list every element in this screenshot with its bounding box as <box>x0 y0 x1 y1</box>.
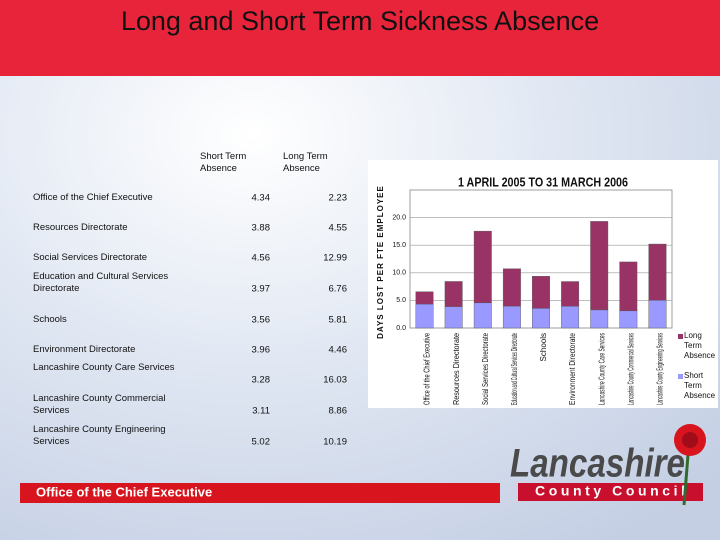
row-label: Lancashire County Care Services <box>33 362 175 373</box>
cell-value: 3.28 <box>252 375 271 386</box>
row-label-box: Schools <box>33 314 67 325</box>
cell-value: 16.03 <box>323 375 347 386</box>
row-label: Lancashire County Commercial Services <box>33 393 166 416</box>
rose <box>674 424 706 506</box>
y-axis-label: DAYS LOST PER FTE EMPLOYEE <box>376 185 385 339</box>
cell-value: 10.19 <box>323 437 347 448</box>
row-label-box: Social Services Directorate <box>33 252 148 263</box>
row-label: Education and Cultural Services Director… <box>33 271 169 294</box>
bar-segment <box>532 308 550 329</box>
cell-value: 3.56 <box>252 315 271 326</box>
cell-value: 4.56 <box>252 253 271 264</box>
cell-value: 3.11 <box>252 406 270 417</box>
cell-value: 3.96 <box>252 345 271 356</box>
row-label-box: Resources Directorate <box>33 222 128 233</box>
bar-segment <box>415 291 434 305</box>
legend-label: Short Term Absence <box>684 371 716 400</box>
row-label: Environment Directorate <box>33 344 136 355</box>
footer-text: Office of the Chief Executive <box>36 484 212 499</box>
row-label-box: Lancashire County Care Services <box>33 362 175 373</box>
column-header: Long Term Absence <box>283 151 328 174</box>
bar-segment <box>444 306 463 329</box>
cell-value: 2.23 <box>329 193 348 204</box>
bar-segment <box>444 281 463 307</box>
row-label-box: Environment Directorate <box>33 344 136 355</box>
cell-value: 12.99 <box>323 253 347 264</box>
row-label: Social Services Directorate <box>33 252 148 263</box>
column-header-box: Long Term Absence <box>283 151 328 174</box>
cell-value: 4.55 <box>329 223 348 234</box>
bar-segment <box>502 305 521 329</box>
cell-value: 5.02 <box>252 437 271 448</box>
y-tick-label: 15.0 <box>392 242 406 249</box>
bar-segment <box>532 276 550 309</box>
row-label: Lancashire County Engineering Services <box>33 424 166 447</box>
bar-segment <box>619 261 638 312</box>
rose-stem <box>682 454 690 506</box>
cell-value: 6.76 <box>329 284 348 295</box>
x-tick-label: Lancashire County Commercial Services <box>626 333 635 405</box>
row-label-box: Education and Cultural Services Director… <box>33 271 169 294</box>
x-tick-label: Social Services Directorate <box>481 333 490 405</box>
chart: 1 APRIL 2005 TO 31 MARCH 2006 DAYS LOST P… <box>376 174 716 405</box>
logo-name: Lancashire <box>510 442 685 486</box>
legend-box: Long Term Absence <box>684 331 716 360</box>
table: Short Term Absence Long Term Absence Offic… <box>33 151 348 448</box>
bar-segment <box>473 302 492 329</box>
glow <box>247 126 261 140</box>
x-tick-label: Lancashire County Care Services <box>597 333 606 405</box>
row-label: Office of the Chief Executive <box>33 192 153 203</box>
legend-swatch <box>678 334 683 339</box>
cell-value: 4.34 <box>252 193 271 204</box>
bar-segment <box>590 309 609 329</box>
y-tick-label: 5.0 <box>396 297 406 304</box>
cell-value: 3.88 <box>252 223 271 234</box>
bar-segment <box>561 305 580 329</box>
slide-title: Long and Short Term Sickness Absence <box>120 6 600 36</box>
chart-title: 1 APRIL 2005 TO 31 MARCH 2006 <box>458 174 628 189</box>
legend-swatch <box>678 374 683 379</box>
cell-value: 5.81 <box>329 315 348 326</box>
title-box: Long and Short Term Sickness Absence <box>120 6 600 36</box>
footer-band <box>20 483 500 503</box>
rose-center <box>682 432 698 448</box>
x-tick-label: Schools <box>539 333 548 361</box>
bar-segment <box>590 221 609 311</box>
bar-segment <box>648 243 667 301</box>
column-header-box: Short Term Absence <box>200 151 247 174</box>
x-tick-label: Lancashire County Engineering Services <box>656 333 665 405</box>
cell-value: 4.46 <box>329 345 348 356</box>
bar-segment <box>415 303 434 329</box>
y-tick-label: 20.0 <box>392 214 406 221</box>
x-tick-label: Environment Directorate <box>568 333 577 405</box>
bar-segment <box>473 230 492 304</box>
bar-segment <box>619 310 638 329</box>
row-label-box: Office of the Chief Executive <box>33 192 153 203</box>
bar-segment <box>502 268 521 307</box>
x-tick-label: Education and Cultural Services Director… <box>510 333 519 405</box>
y-tick-label: 10.0 <box>392 270 406 277</box>
logo-band <box>518 483 703 501</box>
x-tick-label: Resources Directorate <box>452 333 461 405</box>
bar-segment <box>561 281 580 307</box>
row-label-box: Lancashire County Commercial Services <box>33 393 166 416</box>
y-tick-label: 0.0 <box>396 325 406 332</box>
x-tick-label: Office of the Chief Executive <box>423 333 432 405</box>
cell-value: 3.97 <box>252 284 271 295</box>
legend-box: Short Term Absence <box>684 371 716 400</box>
row-label-box: Lancashire County Engineering Services <box>33 424 166 447</box>
legend-label: Long Term Absence <box>684 331 716 360</box>
row-label: Resources Directorate <box>33 222 128 233</box>
cell-value: 8.86 <box>329 406 348 417</box>
header-band <box>0 0 720 76</box>
column-header: Short Term Absence <box>200 151 247 174</box>
bar-segment <box>648 300 667 329</box>
row-label: Schools <box>33 314 67 325</box>
